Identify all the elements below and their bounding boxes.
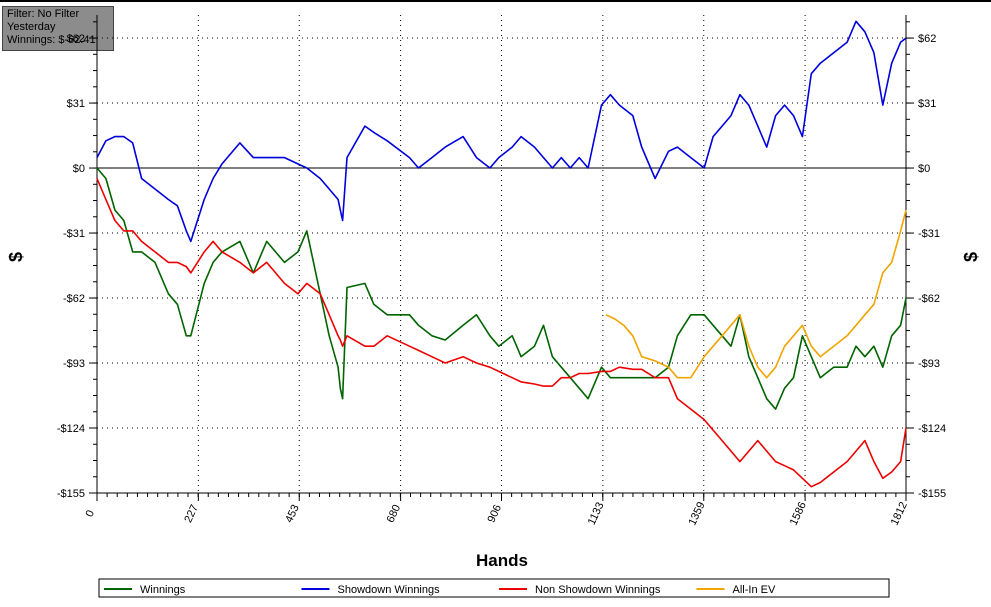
winnings-label: Winnings: $-62.41 (7, 34, 96, 46)
series-lines (96, 20, 907, 488)
y-tick-label-right: $62 (918, 33, 936, 45)
y-tick-label-left: -$124 (57, 423, 85, 435)
x-tick-label: 227 (182, 503, 201, 525)
y-tick-label-left: $0 (73, 163, 85, 175)
top-border-line (0, 0, 991, 2)
legend-label: Showdown Winnings (338, 584, 441, 596)
y-tick-label-left: -$31 (63, 228, 85, 240)
x-tick-label: 1586 (788, 500, 809, 527)
y-tick-label-left: -$93 (63, 358, 85, 370)
x-tick-label: 680 (385, 503, 404, 525)
series-line-non-showdown-winnings (96, 178, 907, 488)
x-tick-label: 0 (84, 508, 97, 519)
legend: Winnings Showdown Winnings Non Showdown Wi… (98, 578, 890, 598)
y-tick-label-right: -$124 (918, 423, 946, 435)
period-label: Yesterday (7, 21, 56, 33)
x-tick-label: 1133 (586, 500, 607, 527)
y-tick-label-left: $31 (67, 98, 85, 110)
grid-lines (97, 15, 906, 494)
y-tick-label-right: -$155 (918, 488, 946, 500)
series-line-winnings (96, 167, 907, 410)
legend-label: Winnings (140, 584, 186, 596)
y-tick-label-right: $31 (918, 98, 936, 110)
series-line-all-in-ev (605, 209, 907, 379)
x-tick-label: 1812 (889, 500, 910, 527)
filter-label: Filter: No Filter (7, 8, 80, 20)
y-axis-title-left: $ (6, 252, 26, 262)
legend-box (98, 578, 890, 598)
x-tick-label: 1359 (686, 500, 707, 527)
y-tick-label-right: -$62 (918, 293, 940, 305)
y-tick-label-left: -$62 (63, 293, 85, 305)
y-tick-label-right: -$31 (918, 228, 940, 240)
x-axis-title: Hands (476, 551, 528, 570)
y-tick-label-left: -$155 (57, 488, 85, 500)
y-tick-label-right: $0 (918, 163, 930, 175)
x-tick-label: 906 (485, 503, 504, 525)
legend-label: Non Showdown Winnings (535, 584, 661, 596)
x-tick-label: 453 (283, 503, 302, 525)
y-tick-label-left: $62 (67, 33, 85, 45)
legend-label: All-In EV (733, 584, 776, 596)
y-axis-title-right: $ (961, 252, 981, 262)
filter-info-box: Filter: No Filter Yesterday Winnings: $-… (2, 6, 114, 51)
y-tick-label-right: -$93 (918, 358, 940, 370)
series-line-showdown-winnings (96, 20, 907, 243)
